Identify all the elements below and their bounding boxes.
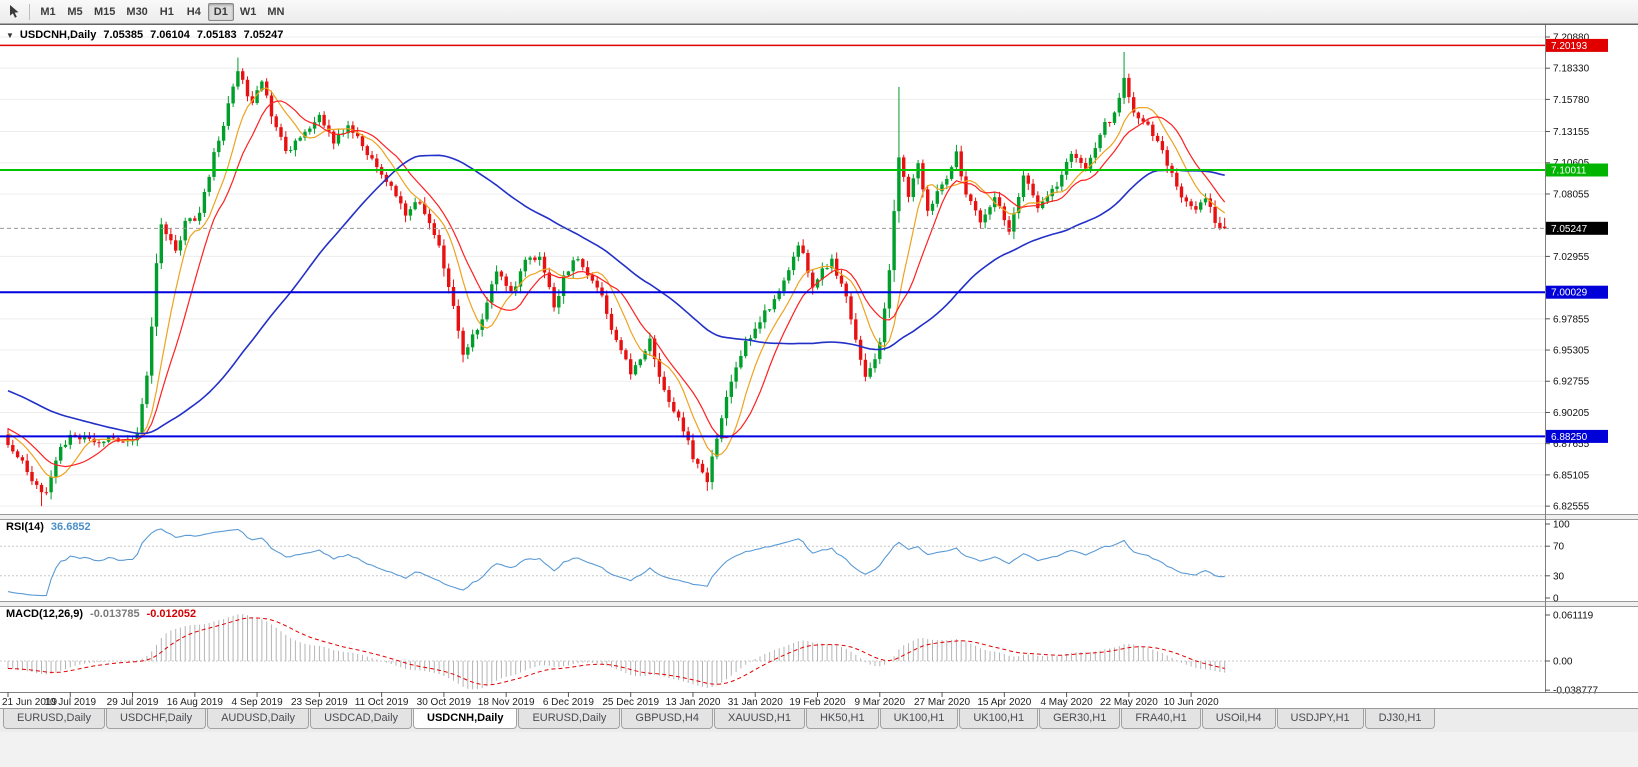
svg-text:7.18330: 7.18330 <box>1553 64 1590 75</box>
svg-text:0.00: 0.00 <box>1553 657 1573 668</box>
status-area <box>0 732 1638 767</box>
svg-text:19 Feb 2020: 19 Feb 2020 <box>789 697 846 708</box>
svg-text:21 Jun 2019: 21 Jun 2019 <box>2 697 57 708</box>
svg-text:7.10011: 7.10011 <box>1551 166 1587 177</box>
svg-text:7.02955: 7.02955 <box>1553 252 1590 263</box>
svg-text:10 Jul 2019: 10 Jul 2019 <box>44 697 96 708</box>
svg-text:0: 0 <box>1553 594 1559 605</box>
svg-text:4 May 2020: 4 May 2020 <box>1040 697 1093 708</box>
tab-xauusd-h1[interactable]: XAUUSD,H1 <box>713 709 805 729</box>
pointer-tool-icon[interactable] <box>4 2 24 22</box>
svg-text:7.15780: 7.15780 <box>1553 95 1590 106</box>
svg-text:70: 70 <box>1553 542 1565 553</box>
svg-text:18 Nov 2019: 18 Nov 2019 <box>478 697 535 708</box>
tab-dj30-h1[interactable]: DJ30,H1 <box>1364 709 1436 729</box>
svg-text:7.13155: 7.13155 <box>1553 127 1590 138</box>
price-badge-6.88250: 6.88250 <box>1546 429 1608 443</box>
price-axis[interactable]: 7.208807.183307.157807.131557.106057.080… <box>1545 24 1608 697</box>
toolbar-separator <box>29 3 30 20</box>
chart-region[interactable]: 7.208807.183307.157807.131557.106057.080… <box>0 24 1638 708</box>
svg-text:31 Jan 2020: 31 Jan 2020 <box>728 697 783 708</box>
svg-text:7.20880: 7.20880 <box>1553 33 1590 44</box>
pointer-icon <box>9 5 18 18</box>
tab-uk100-h1[interactable]: UK100,H1 <box>959 709 1039 729</box>
macd-histogram <box>7 614 1226 690</box>
svg-text:10 Jun 2020: 10 Jun 2020 <box>1164 697 1219 708</box>
timeframe-button-m1[interactable]: M1 <box>40 5 56 18</box>
chart-tabs: EURUSD,Daily USDCHF,Daily AUDUSD,Daily USDC… <box>0 708 1638 732</box>
rsi-line <box>7 528 1225 597</box>
timeframe-button-h1[interactable]: H1 <box>159 5 174 18</box>
timeframe-button-m5[interactable]: M5 <box>67 5 83 18</box>
price-badge-7.10011: 7.10011 <box>1546 163 1608 177</box>
timeframe-button-d1[interactable]: D1 <box>207 2 234 21</box>
svg-text:11 Oct 2019: 11 Oct 2019 <box>355 697 409 708</box>
svg-text:0.061119: 0.061119 <box>1553 611 1594 622</box>
timeframe-button-m15[interactable]: M15 <box>94 5 116 18</box>
tab-uk100-h1[interactable]: UK100,H1 <box>879 709 959 729</box>
svg-text:16 Aug 2019: 16 Aug 2019 <box>167 697 224 708</box>
svg-text:25 Dec 2019: 25 Dec 2019 <box>602 697 659 708</box>
timeframe-button-h4[interactable]: H4 <box>186 5 201 18</box>
svg-text:7.05247: 7.05247 <box>1551 224 1588 235</box>
timeframe-button-m30[interactable]: M30 <box>126 5 148 18</box>
macd-signal-line <box>7 617 1225 686</box>
svg-text:22 May 2020: 22 May 2020 <box>1100 697 1158 708</box>
timeframe-button-mn[interactable]: MN <box>267 5 285 18</box>
tab-usdcnh-daily[interactable]: USDCNH,Daily <box>413 709 518 729</box>
timeframe-buttons: M1 M5 M15 M30 H1 H4 D1 W1 MN <box>35 2 289 21</box>
ma-line-55 <box>7 154 1225 435</box>
tab-usoil-h4[interactable]: USOil,H4 <box>1201 709 1276 729</box>
svg-text:6.82555: 6.82555 <box>1553 502 1590 513</box>
tab-hk50-h1[interactable]: HK50,H1 <box>805 709 879 729</box>
svg-text:7.00029: 7.00029 <box>1551 288 1588 299</box>
panel-divider[interactable] <box>0 601 1638 607</box>
candlestick-series <box>6 52 1227 507</box>
svg-text:30: 30 <box>1553 571 1565 582</box>
price-chart-canvas[interactable]: 7.208807.183307.157807.131557.106057.080… <box>0 24 1638 708</box>
svg-text:7.08055: 7.08055 <box>1553 190 1590 201</box>
svg-text:27 Mar 2020: 27 Mar 2020 <box>914 697 971 708</box>
price-badge-7.00029: 7.00029 <box>1546 285 1608 299</box>
tab-ger30-h1[interactable]: GER30,H1 <box>1039 709 1121 729</box>
panel-divider[interactable] <box>0 514 1638 520</box>
tab-fra40-h1[interactable]: FRA40,H1 <box>1121 709 1201 729</box>
svg-text:6.95305: 6.95305 <box>1553 346 1590 357</box>
timeframe-button-w1[interactable]: W1 <box>239 5 257 18</box>
svg-text:9 Mar 2020: 9 Mar 2020 <box>854 697 905 708</box>
svg-text:6.87655: 6.87655 <box>1553 439 1590 450</box>
svg-text:6.85105: 6.85105 <box>1553 470 1590 481</box>
tab-usdjpy-h1[interactable]: USDJPY,H1 <box>1276 709 1364 729</box>
svg-text:6.92755: 6.92755 <box>1553 377 1590 388</box>
tab-eurusd-daily[interactable]: EURUSD,Daily <box>518 709 621 729</box>
svg-text:30 Oct 2019: 30 Oct 2019 <box>417 697 472 708</box>
svg-text:23 Sep 2019: 23 Sep 2019 <box>291 697 348 708</box>
price-badge-7.05247: 7.05247 <box>1546 221 1608 235</box>
svg-text:7.20193: 7.20193 <box>1551 41 1588 52</box>
svg-text:29 Jul 2019: 29 Jul 2019 <box>107 697 159 708</box>
svg-text:100: 100 <box>1553 520 1570 531</box>
tab-usdcad-daily[interactable]: USDCAD,Daily <box>310 709 413 729</box>
svg-text:15 Apr 2020: 15 Apr 2020 <box>977 697 1031 708</box>
svg-text:6 Dec 2019: 6 Dec 2019 <box>543 697 595 708</box>
tab-gbpusd-h4[interactable]: GBPUSD,H4 <box>621 709 713 729</box>
tab-audusd-daily[interactable]: AUDUSD,Daily <box>207 709 310 729</box>
svg-text:6.90205: 6.90205 <box>1553 408 1590 419</box>
svg-text:6.97855: 6.97855 <box>1553 314 1590 325</box>
svg-text:6.88250: 6.88250 <box>1551 432 1588 443</box>
price-badge-7.20193: 7.20193 <box>1546 38 1608 52</box>
svg-text:13 Jan 2020: 13 Jan 2020 <box>665 697 720 708</box>
tab-eurusd-daily[interactable]: EURUSD,Daily <box>3 709 105 729</box>
svg-text:-0.038777: -0.038777 <box>1553 686 1598 697</box>
svg-text:4 Sep 2019: 4 Sep 2019 <box>231 697 283 708</box>
tab-usdchf-daily[interactable]: USDCHF,Daily <box>105 709 207 729</box>
toolbar: M1 M5 M15 M30 H1 H4 D1 W1 MN <box>0 0 1638 24</box>
